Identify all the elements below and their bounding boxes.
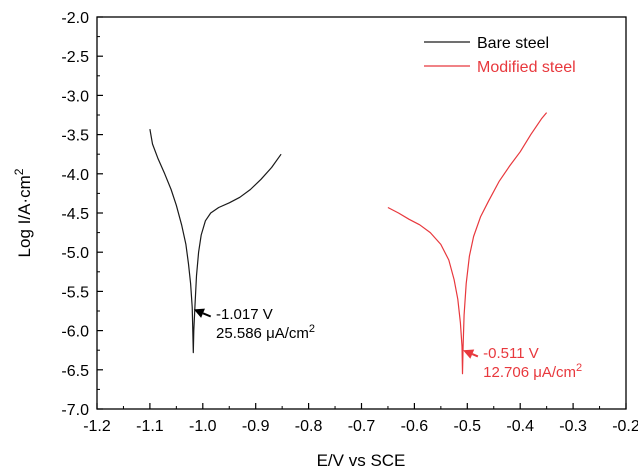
plot-frame xyxy=(96,16,627,410)
annotation-line2-unit: A/cm xyxy=(542,364,576,381)
y-axis-title: Log I/A·cm2 xyxy=(12,168,34,257)
series-layer xyxy=(149,112,548,375)
x-tick-label: -0.6 xyxy=(401,418,429,435)
annotation-line2-mu: μ xyxy=(533,364,542,381)
y-tick-label: -2.0 xyxy=(61,10,89,27)
legend: Bare steel Modified steel xyxy=(424,35,576,76)
legend-label-bare-steel: Bare steel xyxy=(477,35,549,52)
annotation-line2-sup: 2 xyxy=(309,323,315,335)
annotation-arrow-head xyxy=(463,349,475,359)
y-tick-label: -5.5 xyxy=(61,284,89,301)
annotations: -1.017 V25.586 μA/cm2-0.511 V12.706 μA/c… xyxy=(193,306,582,381)
x-tick-label: -0.8 xyxy=(295,418,323,435)
x-tick-label: -0.7 xyxy=(348,418,376,435)
annotation-current-density: 25.586 μA/cm2 xyxy=(216,323,315,342)
x-tick-label: -0.9 xyxy=(242,418,270,435)
x-tick-label: -0.5 xyxy=(454,418,482,435)
annotation-potential: -1.017 V xyxy=(216,306,273,323)
series-line-bare-steel xyxy=(149,128,282,354)
annotation-line2-value: 25.586 xyxy=(216,325,266,342)
y-tick-label: -3.5 xyxy=(61,128,89,145)
y-tick-label: -7.0 xyxy=(61,402,89,419)
annotation-line2-value: 12.706 xyxy=(483,364,533,381)
y-tick-label: -3.0 xyxy=(61,88,89,105)
legend-label-modified-steel: Modified steel xyxy=(477,59,576,76)
x-tick-label: -1.2 xyxy=(83,418,111,435)
x-axis-title: E/V vs SCE xyxy=(317,451,406,470)
y-tick-label: -4.5 xyxy=(61,206,89,223)
x-tick-label: -1.1 xyxy=(136,418,164,435)
annotation-line2-sup: 2 xyxy=(576,362,582,374)
annotation-line2-mu: μ xyxy=(266,325,275,342)
series-line-modified-steel xyxy=(387,112,548,375)
y-tick-label: -5.0 xyxy=(61,245,89,262)
x-axis-ticks: -1.2 -1.1 -1.0 -0.9 -0.8 -0.7 -0.6 -0.5 -0.4 -0.3… xyxy=(83,403,638,435)
annotation-line2-unit: A/cm xyxy=(275,325,309,342)
y-axis-title-superscript: 2 xyxy=(12,168,26,175)
annotation-arrow-shaft xyxy=(202,312,212,318)
x-tick-label: -1.0 xyxy=(189,418,217,435)
annotation-potential: -0.511 V xyxy=(483,345,539,362)
x-tick-label: -0.2 xyxy=(612,418,638,435)
y-tick-label: -4.0 xyxy=(61,167,89,184)
y-axis-title-main: Log I/A·cm xyxy=(15,175,34,257)
annotation-arrow-head xyxy=(193,308,205,318)
y-axis-ticks: -2.0 -2.5 -3.0 -3.5 -4.0 -4.5 -5.0 -5.5 -6.0 -6.5… xyxy=(61,10,103,419)
y-tick-label: -2.5 xyxy=(61,49,89,66)
annotation-current-density: 12.706 μA/cm2 xyxy=(483,362,582,381)
annotation-arrow-shaft xyxy=(471,353,479,358)
x-tick-label: -0.4 xyxy=(506,418,534,435)
y-tick-label: -6.5 xyxy=(61,363,89,380)
y-tick-label: -6.0 xyxy=(61,324,89,341)
x-tick-label: -0.3 xyxy=(559,418,587,435)
